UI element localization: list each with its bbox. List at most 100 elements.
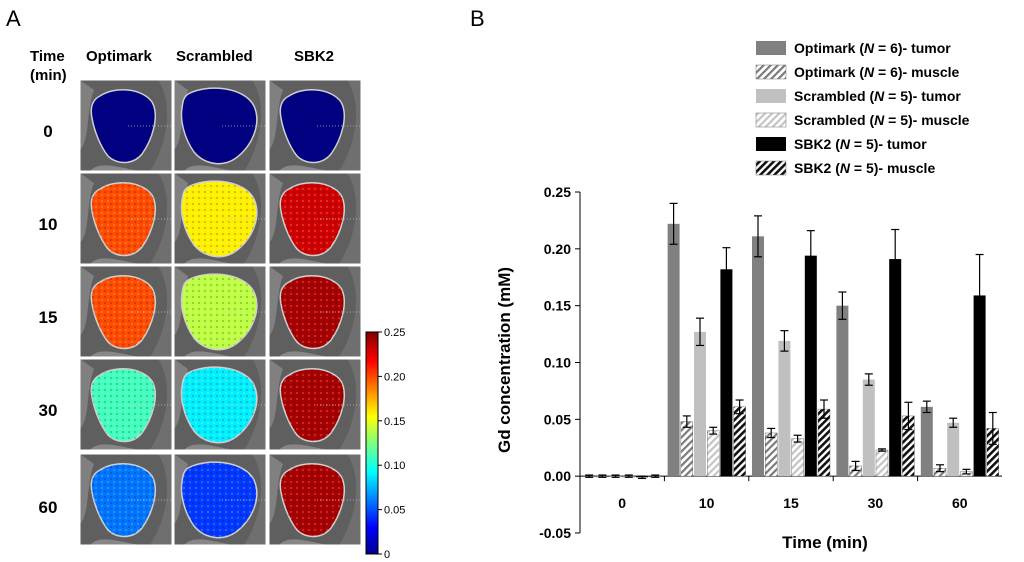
bar [720,269,733,477]
mri-map-row2-col2 [268,265,362,358]
mri-frame [173,358,267,451]
mri-tissue [269,359,283,429]
legend-label: Scrambled (N = 5)- tumor [794,88,961,104]
x-axis-label: Time (min) [782,533,868,552]
mri-tissue [90,444,140,450]
legend-item: Scrambled (N = 5)- tumor [756,88,961,104]
mri-tissue [184,165,234,171]
legend-label: SBK2 (N = 5)- tumor [794,136,927,152]
tumor-map [90,89,156,164]
mri-map-row3-col1 [173,358,267,451]
tumor-texture [91,182,156,256]
y-tick-label: 0.05 [544,411,571,427]
bar [707,430,720,477]
legend-item: Optimark (N = 6)- muscle [755,64,960,80]
colorbar-tick-label: 0.05 [384,505,405,517]
legend-label-n: N [840,136,851,152]
tumor-texture [280,463,345,537]
mri-tissue [150,80,172,171]
mri-frame [79,172,173,265]
mri-frame [268,172,362,265]
mri-frame [173,79,267,172]
legend-label-suffix: = 6)- tumor [874,40,951,56]
mri-tissue [90,539,140,545]
legend-item: Optimark (N = 6)- tumor [756,40,951,56]
mri-tissue [184,444,234,450]
panel-a-letter: A [6,6,21,31]
bar [778,340,791,477]
row-label-30: 30 [39,401,58,420]
mri-frame [268,79,362,172]
mri-tissue [80,359,94,429]
row-label-60: 60 [39,498,58,517]
mri-map-row4-col0 [79,453,173,546]
mri-tissue [339,173,361,264]
bar [694,331,706,477]
mri-map-row0-col1 [173,79,267,172]
mri-tissue [184,258,234,264]
mri-tissue [244,173,266,264]
mri-map-row0-col2 [268,79,362,172]
bar [862,379,875,477]
mri-map-row0-col0 [79,79,173,172]
mri-tissue [90,258,140,264]
x-tick-label: 60 [952,495,968,511]
mri-frame [79,79,173,172]
legend-label-suffix: = 5)- muscle [850,160,935,176]
y-tick-label: 0.15 [544,298,571,314]
mri-tissue [80,454,94,524]
legend-swatch [755,160,787,176]
bar [973,295,986,477]
y-tick-label: -0.05 [539,525,571,541]
mri-frame [173,172,267,265]
mri-tissue [244,359,266,450]
colorbar-tick-label: 0.25 [384,327,405,339]
mri-tissue [184,351,234,357]
mri-map-row1-col2 [268,172,362,265]
bar-chart: 0.25 0.20 0.15 0.10 0.05 0.00 -0.05 0 10 15 30 60 [539,184,1002,541]
legend-label-prefix: Optimark ( [794,40,864,56]
mri-frame [173,453,267,546]
legend-label-prefix: Optimark ( [794,64,864,80]
mri-tissue [279,539,329,545]
legend-label-prefix: Scrambled ( [794,112,874,128]
bar [733,406,746,477]
bar [836,305,849,477]
mri-tissue [269,80,283,150]
mri-tissue [80,266,94,336]
mri-tissue [244,454,266,545]
mri-tissue [184,539,234,545]
tumor-texture [181,462,257,538]
mri-tissue [269,266,283,336]
x-tick-label: 10 [699,495,715,511]
time-header-line2: (min) [30,67,67,84]
tumor-texture [181,367,257,443]
mri-tissue [150,454,172,545]
legend-label-prefix: Scrambled ( [794,88,874,104]
legend-label: Optimark (N = 6)- tumor [794,40,951,56]
mri-frame [79,453,173,546]
mri-tissue [279,444,329,450]
row-label-0: 0 [43,122,52,141]
mri-tissue [90,351,140,357]
mri-tissue [279,165,329,171]
mri-map-row4-col2 [268,453,362,546]
tumor-texture [91,275,156,349]
column-header-scrambled: Scrambled [176,48,253,65]
mri-tissue [80,173,94,243]
legend-label-prefix: SBK2 ( [794,160,840,176]
mri-tissue [244,266,266,357]
mri-frame [79,265,173,358]
mri-tissue [339,359,361,450]
y-axis-label: Gd concentration (mM) [495,267,514,453]
colorbar-ticks: 0.25 0.20 0.15 0.10 0.05 0 [378,327,405,561]
mri-tissue [80,80,94,150]
legend-label-n: N [840,160,851,176]
x-tick-label: 0 [618,495,626,511]
tumor-map [279,89,345,164]
time-header-line1: Time [30,48,65,65]
mri-frame [173,265,267,358]
legend-label: Scrambled (N = 5)- muscle [794,112,970,128]
colorbar: 0.25 0.20 0.15 0.10 0.05 0 [365,327,405,561]
